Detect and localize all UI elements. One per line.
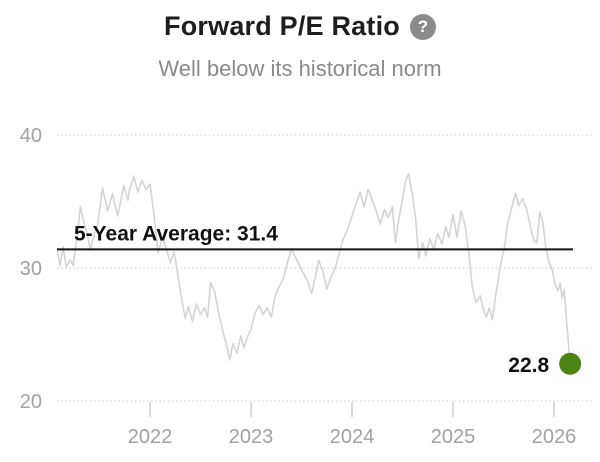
y-axis-label: 30 — [20, 258, 42, 280]
help-icon[interactable]: ? — [409, 13, 436, 40]
x-axis-label: 2024 — [330, 426, 375, 448]
title-row: Forward P/E Ratio ? — [0, 11, 600, 42]
pe-ratio-chart: 20 30 40 2022 2023 2024 2025 2026 5-Year Average… — [20, 125, 594, 448]
pe-series-line — [56, 172, 572, 365]
chart-subtitle: Well below its historical norm — [158, 56, 442, 81]
x-axis-label: 2026 — [532, 426, 577, 448]
x-axis-label: 2023 — [229, 426, 274, 448]
x-axis-label: 2022 — [128, 426, 173, 448]
average-line-label: 5-Year Average: 31.4 — [74, 222, 278, 245]
x-axis-label: 2025 — [431, 426, 476, 448]
endpoint-dot — [559, 352, 582, 375]
y-axis-label: 20 — [20, 391, 42, 413]
y-axis-label: 40 — [20, 125, 42, 147]
endpoint-value-label: 22.8 — [508, 354, 549, 377]
chart-header: Forward P/E Ratio ? Well below its histo… — [0, 0, 600, 82]
page-title: Forward P/E Ratio — [164, 11, 400, 41]
